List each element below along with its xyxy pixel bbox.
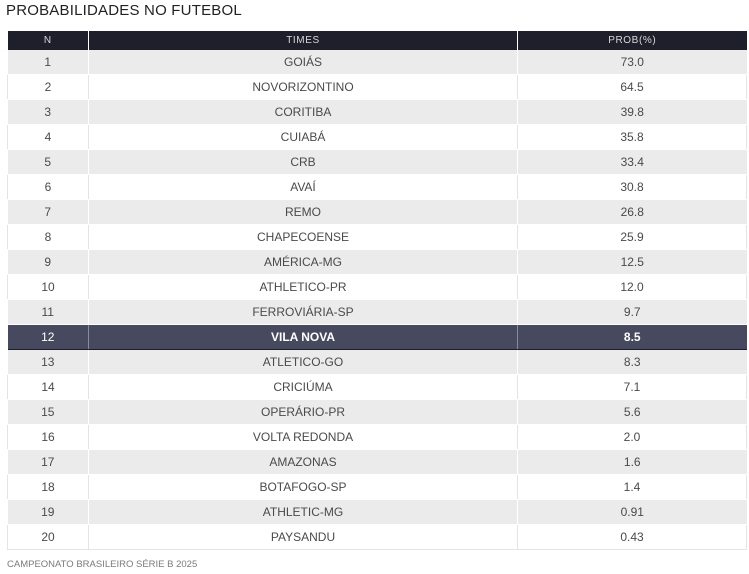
table-header: N TIMES PROB(%)	[7, 31, 747, 50]
probability-cell: 8.3	[517, 349, 747, 375]
rank-cell: 10	[7, 274, 89, 300]
probability-cell: 7.1	[517, 374, 747, 400]
team-name-cell: CUIABÁ	[88, 124, 518, 150]
table-row: 11 FERROVIÁRIA-SP 9.7	[7, 299, 747, 325]
rank-cell: 19	[7, 499, 89, 525]
probability-cell: 12.5	[517, 249, 747, 275]
rank-cell: 7	[7, 199, 89, 225]
column-header-team[interactable]: TIMES	[88, 31, 518, 50]
probability-cell: 8.5	[517, 324, 747, 350]
team-name-cell: CRICIÚMA	[88, 374, 518, 400]
rank-cell: 16	[7, 424, 89, 450]
table-row: 16 VOLTA REDONDA 2.0	[7, 424, 747, 450]
rank-cell: 18	[7, 474, 89, 500]
table-row: 2 NOVORIZONTINO 64.5	[7, 74, 747, 100]
table-row: 19 ATHLETIC-MG 0.91	[7, 499, 747, 525]
team-name-cell: VILA NOVA	[88, 324, 518, 350]
team-name-cell: ATLETICO-GO	[88, 349, 518, 375]
table-row: 13 ATLETICO-GO 8.3	[7, 349, 747, 375]
probability-cell: 73.0	[517, 50, 747, 75]
team-name-cell: VOLTA REDONDA	[88, 424, 518, 450]
rank-cell: 17	[7, 449, 89, 475]
team-name-cell: BOTAFOGO-SP	[88, 474, 518, 500]
table-body: 1 GOIÁS 73.0 2 NOVORIZONTINO 64.5 3 CORITIBA 39.…	[7, 50, 747, 550]
probability-cell: 0.43	[517, 524, 747, 550]
table-header-row: N TIMES PROB(%)	[7, 31, 747, 50]
footer-caption: CAMPEONATO BRASILEIRO SÉRIE B 2025	[7, 559, 198, 570]
team-name-cell: CRB	[88, 149, 518, 175]
rank-cell: 5	[7, 149, 89, 175]
rank-cell: 11	[7, 299, 89, 325]
rank-cell: 6	[7, 174, 89, 200]
probability-cell: 39.8	[517, 99, 747, 125]
team-name-cell: GOIÁS	[88, 50, 518, 75]
rank-cell: 13	[7, 349, 89, 375]
team-name-cell: NOVORIZONTINO	[88, 74, 518, 100]
team-name-cell: REMO	[88, 199, 518, 225]
rank-cell: 4	[7, 124, 89, 150]
rank-cell: 3	[7, 99, 89, 125]
rank-cell: 8	[7, 224, 89, 250]
team-name-cell: OPERÁRIO-PR	[88, 399, 518, 425]
table-row-highlighted: 12 VILA NOVA 8.5	[7, 324, 747, 350]
rank-cell: 1	[7, 50, 89, 75]
probability-cell: 30.8	[517, 174, 747, 200]
probabilities-table-container: N TIMES PROB(%) 1 GOIÁS 73.0 2 NOVORIZONTINO…	[7, 31, 747, 550]
rank-cell: 20	[7, 524, 89, 550]
table-row: 20 PAYSANDU 0.43	[7, 524, 747, 550]
probability-cell: 5.6	[517, 399, 747, 425]
table-row: 6 AVAÍ 30.8	[7, 174, 747, 200]
table-row: 7 REMO 26.8	[7, 199, 747, 225]
rank-cell: 14	[7, 374, 89, 400]
table-row: 15 OPERÁRIO-PR 5.6	[7, 399, 747, 425]
table-row: 18 BOTAFOGO-SP 1.4	[7, 474, 747, 500]
table-row: 1 GOIÁS 73.0	[7, 50, 747, 75]
table-row: 14 CRICIÚMA 7.1	[7, 374, 747, 400]
rank-cell: 15	[7, 399, 89, 425]
column-header-n[interactable]: N	[7, 31, 89, 50]
probability-cell: 12.0	[517, 274, 747, 300]
probabilities-table: N TIMES PROB(%) 1 GOIÁS 73.0 2 NOVORIZONTINO…	[7, 31, 747, 550]
probability-cell: 0.91	[517, 499, 747, 525]
table-row: 3 CORITIBA 39.8	[7, 99, 747, 125]
team-name-cell: PAYSANDU	[88, 524, 518, 550]
team-name-cell: AMÉRICA-MG	[88, 249, 518, 275]
team-name-cell: AVAÍ	[88, 174, 518, 200]
probability-cell: 33.4	[517, 149, 747, 175]
table-row: 17 AMAZONAS 1.6	[7, 449, 747, 475]
team-name-cell: ATHLETIC-MG	[88, 499, 518, 525]
rank-cell: 12	[7, 324, 89, 350]
probability-cell: 35.8	[517, 124, 747, 150]
page-title: PROBABILIDADES NO FUTEBOL	[6, 2, 242, 19]
table-row: 5 CRB 33.4	[7, 149, 747, 175]
probability-cell: 25.9	[517, 224, 747, 250]
rank-cell: 2	[7, 74, 89, 100]
column-header-prob[interactable]: PROB(%)	[517, 31, 747, 50]
probability-cell: 26.8	[517, 199, 747, 225]
table-row: 9 AMÉRICA-MG 12.5	[7, 249, 747, 275]
table-row: 8 CHAPECOENSE 25.9	[7, 224, 747, 250]
table-row: 10 ATHLETICO-PR 12.0	[7, 274, 747, 300]
team-name-cell: ATHLETICO-PR	[88, 274, 518, 300]
probability-cell: 2.0	[517, 424, 747, 450]
probability-cell: 1.4	[517, 474, 747, 500]
team-name-cell: CORITIBA	[88, 99, 518, 125]
table-row: 4 CUIABÁ 35.8	[7, 124, 747, 150]
team-name-cell: AMAZONAS	[88, 449, 518, 475]
team-name-cell: CHAPECOENSE	[88, 224, 518, 250]
probability-cell: 9.7	[517, 299, 747, 325]
probability-cell: 64.5	[517, 74, 747, 100]
probability-cell: 1.6	[517, 449, 747, 475]
rank-cell: 9	[7, 249, 89, 275]
team-name-cell: FERROVIÁRIA-SP	[88, 299, 518, 325]
